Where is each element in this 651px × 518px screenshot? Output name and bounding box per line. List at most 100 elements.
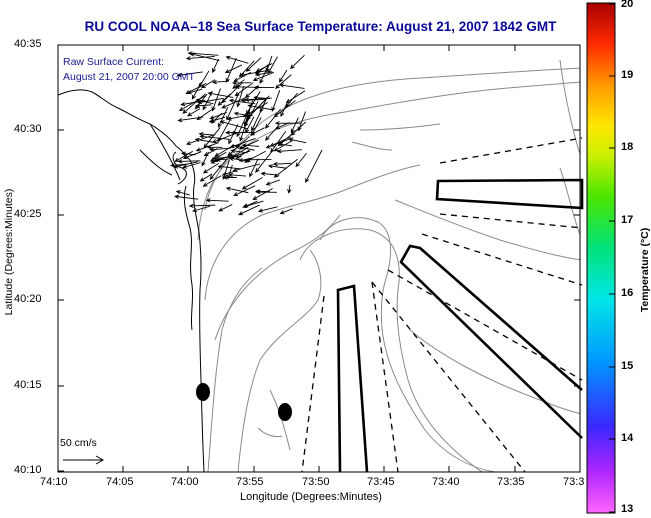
current-vector	[275, 74, 292, 89]
current-vector	[278, 142, 293, 147]
scale-vector-label: 50 cm/s	[60, 437, 97, 449]
current-vector	[199, 173, 213, 182]
current-vector	[278, 69, 288, 83]
plot-frame	[57, 44, 581, 473]
annotation-line-1: Raw Surface Current:	[63, 56, 164, 68]
current-vector	[270, 130, 287, 153]
current-vector	[226, 93, 240, 121]
colorbar-tick-label: 14	[621, 432, 634, 444]
x-tick-label: 74:10	[40, 476, 68, 488]
current-vector	[290, 117, 299, 134]
x-tick-label: 74:05	[106, 476, 134, 488]
current-vector	[265, 179, 281, 186]
current-vector	[211, 88, 221, 112]
current-vector	[279, 208, 293, 215]
current-vector	[178, 95, 206, 112]
survey-dashed-lines	[301, 137, 583, 473]
current-vector	[207, 91, 234, 98]
current-vector	[272, 161, 292, 167]
current-vector	[209, 159, 227, 180]
current-vector	[225, 55, 249, 64]
x-axis-label: Longitude (Degrees:Minutes)	[240, 491, 382, 503]
colorbar-tick-label: 13	[621, 503, 634, 515]
current-vector	[259, 65, 269, 84]
current-vector	[234, 84, 262, 90]
colorbar-tick-label: 19	[621, 69, 634, 81]
current-vector	[234, 82, 254, 97]
current-vector	[305, 149, 323, 183]
current-vector	[233, 111, 251, 117]
current-vector	[182, 93, 206, 114]
current-vector	[235, 149, 250, 159]
current-vector	[260, 171, 280, 176]
y-tick-label: 40:10	[14, 464, 42, 476]
current-vector	[247, 103, 273, 111]
y-tick-label: 40:15	[14, 379, 42, 391]
current-vector	[218, 204, 233, 212]
current-vector	[229, 138, 256, 149]
current-vector	[192, 205, 211, 213]
current-vector	[212, 58, 219, 74]
current-vector	[200, 79, 216, 89]
current-vector	[288, 137, 307, 144]
current-vector	[185, 134, 215, 146]
current-vector	[182, 151, 202, 160]
survey-boxes	[336, 178, 584, 473]
y-tick-label: 40:35	[14, 38, 42, 50]
current-vector	[225, 186, 249, 194]
colorbar-ticks	[609, 3, 615, 513]
current-vector	[271, 90, 281, 112]
x-tick-label: 73:35	[497, 476, 525, 488]
current-vector	[253, 95, 270, 100]
scale-vector-arrow	[63, 455, 105, 465]
current-vector	[217, 106, 229, 128]
y-tick-label: 40:20	[14, 293, 42, 305]
current-vector	[239, 70, 266, 77]
current-vector	[211, 131, 239, 144]
current-vector	[202, 90, 213, 111]
current-vector	[233, 185, 256, 197]
current-vector	[202, 163, 219, 174]
current-vector	[243, 150, 266, 163]
figure-title: RU COOL NOAA–18 Sea Surface Temperature:…	[84, 19, 557, 34]
current-vector	[221, 82, 244, 104]
colorbar-tick-label: 17	[621, 214, 634, 226]
current-vector	[290, 54, 305, 70]
x-tick-label: 74:00	[171, 476, 199, 488]
station-dot	[278, 403, 292, 421]
current-vector	[230, 148, 248, 154]
current-vector	[205, 198, 229, 203]
colorbar-tick-label: 20	[621, 0, 634, 10]
current-vector	[174, 194, 199, 200]
current-vector	[287, 184, 292, 194]
annotation-line-2: August 21, 2007 20:00 GMT	[63, 71, 195, 83]
current-vector	[265, 108, 281, 129]
current-vector	[243, 200, 258, 208]
current-vector	[174, 150, 193, 162]
current-vector	[257, 206, 278, 213]
current-vector	[187, 51, 219, 56]
current-vector	[217, 164, 242, 170]
current-vector	[222, 170, 237, 176]
current-vector	[252, 188, 273, 201]
current-vector	[228, 172, 246, 178]
current-vector	[188, 203, 216, 209]
current-vectors	[169, 51, 323, 216]
colorbar-tick-label: 18	[621, 141, 634, 153]
current-vector	[275, 122, 290, 130]
current-vector	[234, 144, 255, 151]
current-vector	[267, 56, 278, 75]
current-vector	[211, 155, 242, 161]
current-vector	[295, 153, 307, 168]
current-vector	[273, 100, 296, 118]
colorbar-tick-label: 15	[621, 360, 634, 372]
colorbar-tick-label: 16	[621, 287, 634, 299]
current-vector	[273, 139, 293, 152]
current-vector	[185, 55, 215, 61]
current-vector	[195, 142, 219, 152]
current-vector	[206, 145, 223, 150]
colorbar	[586, 2, 616, 514]
current-vector	[187, 108, 201, 117]
current-vector	[278, 83, 305, 89]
